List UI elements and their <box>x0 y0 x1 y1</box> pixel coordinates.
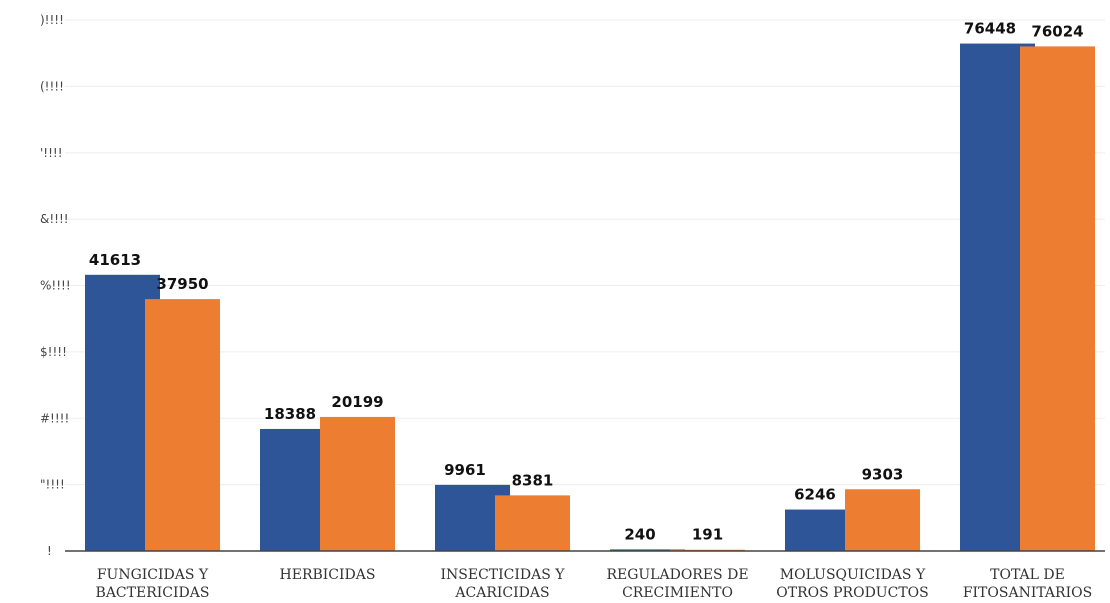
data-label: 6246 <box>794 486 836 504</box>
data-label: 9303 <box>862 465 904 483</box>
data-label: 240 <box>624 525 655 543</box>
y-tick-label: #!!!! <box>40 411 69 425</box>
y-tick-label: "!!!! <box>40 478 65 492</box>
y-tick-label: '!!!! <box>40 146 63 160</box>
gridlines <box>65 19 1105 486</box>
bars <box>85 43 1095 552</box>
bar-series-2 <box>845 489 920 551</box>
bar-series-2 <box>320 416 395 551</box>
y-tick-label: (!!!! <box>40 79 64 93</box>
y-axis-ticks: ! "!!!! #!!!! $!!!!%!!!! &!!!! '!!!! (!!!!)!!!… <box>40 13 71 558</box>
y-tick-label: )!!!! <box>40 13 64 27</box>
category-label: CRECIMIENTO <box>622 585 733 601</box>
y-tick-label: %!!!! <box>40 279 71 293</box>
bar-series-1 <box>610 549 685 551</box>
y-tick-label: ! <box>47 544 52 558</box>
category-label: TOTAL DE <box>990 567 1065 583</box>
data-label: 18388 <box>264 405 316 423</box>
bar-series-2 <box>145 299 220 551</box>
category-label: FUNGICIDAS Y <box>97 567 209 583</box>
category-label: HERBICIDAS <box>280 567 376 583</box>
data-label: 8381 <box>512 471 554 489</box>
bar-series-2 <box>495 495 570 551</box>
category-label: INSECTICIDAS Y <box>440 567 565 583</box>
category-labels: FUNGICIDAS Y BACTERICIDAS HERBICIDAS INSECT… <box>96 567 1093 601</box>
category-label: BACTERICIDAS <box>96 585 210 601</box>
data-label: 76024 <box>1031 22 1083 40</box>
data-label: 191 <box>692 526 723 544</box>
category-label: OTROS PRODUCTOS <box>776 585 928 601</box>
y-tick-label: $!!!! <box>40 345 67 359</box>
data-label: 41613 <box>89 251 141 269</box>
bar-series-2 <box>1020 46 1095 552</box>
data-label: 37950 <box>156 275 208 293</box>
data-label: 20199 <box>331 393 383 411</box>
data-labels: 41613 18388 9961 240 6246 76448 37950 20199 8381… <box>89 20 1084 544</box>
data-label: 76448 <box>964 20 1016 38</box>
data-label: 9961 <box>444 461 486 479</box>
category-label: REGULADORES DE <box>606 567 748 583</box>
category-label: ACARICIDAS <box>454 585 549 601</box>
category-label: FITOSANITARIOS <box>963 585 1092 601</box>
y-tick-label: &!!!! <box>40 212 69 226</box>
category-label: MOLUSQUICIDAS Y <box>780 567 926 583</box>
